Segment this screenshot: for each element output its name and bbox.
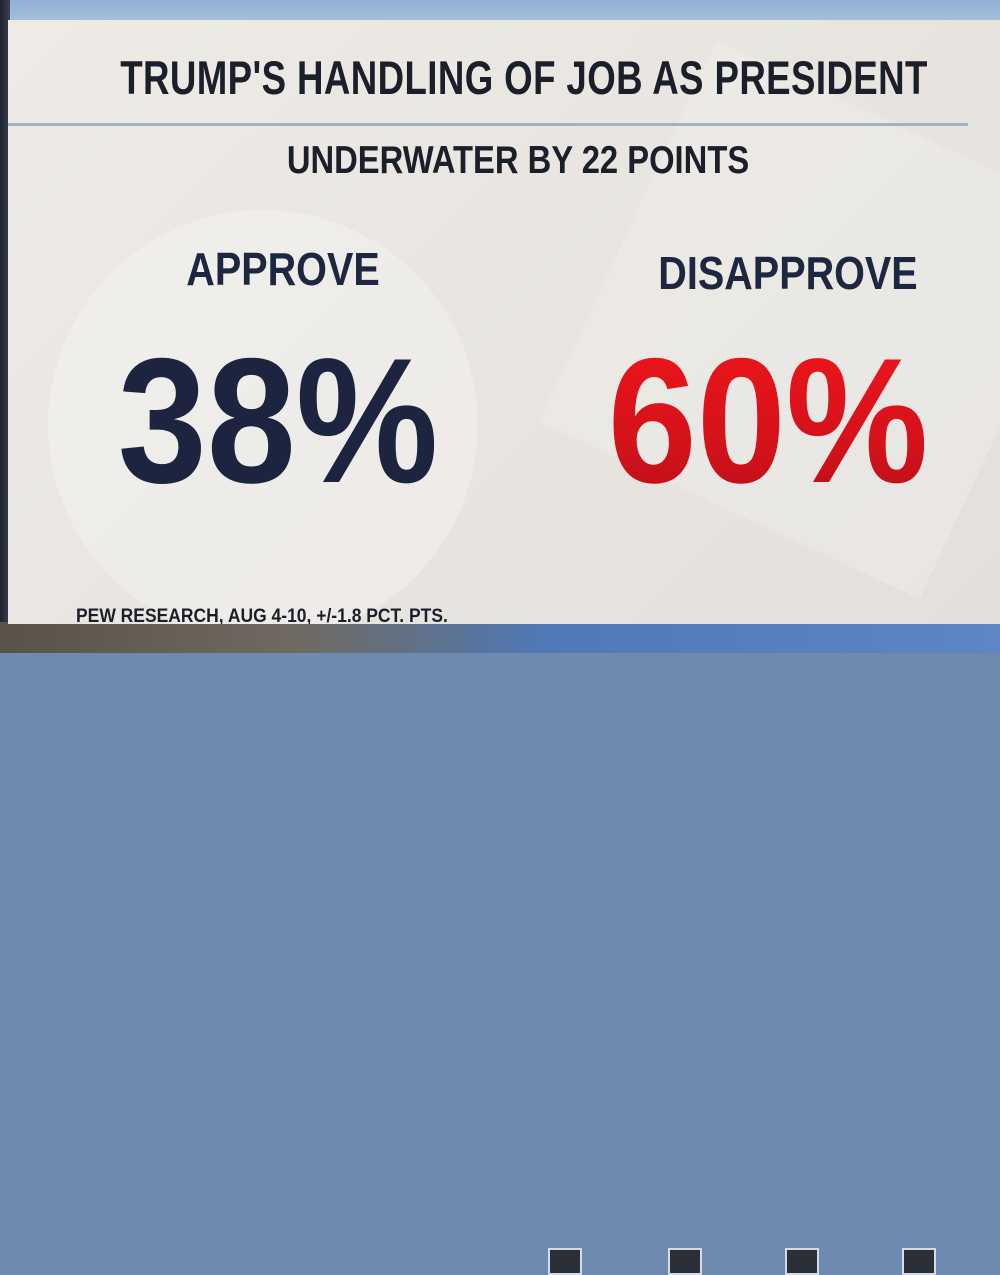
disapprove-label: DISAPPROVE: [658, 247, 918, 299]
building-window: [902, 1248, 936, 1275]
background-watermark: [48, 210, 478, 624]
poll-graphic-panel: TRUMP'S HANDLING OF JOB AS PRESIDENT UND…: [8, 20, 1000, 624]
building-window: [668, 1248, 702, 1275]
approve-percentage: 38%: [117, 321, 439, 520]
screen-bezel: [0, 0, 10, 653]
disapprove-percentage: 60%: [579, 326, 957, 516]
graphic-title: TRUMP'S HANDLING OF JOB AS PRESIDENT: [120, 51, 928, 104]
building-window: [785, 1248, 819, 1275]
graphic-subtitle: UNDERWATER BY 22 POINTS: [286, 139, 750, 182]
background-building: [0, 622, 1000, 1275]
title-divider: [8, 123, 968, 126]
building-window: [548, 1248, 582, 1275]
source-note: PEW RESEARCH, AUG 4-10, +/-1.8 PCT. PTS.: [76, 606, 448, 624]
approve-label: APPROVE: [186, 243, 380, 295]
